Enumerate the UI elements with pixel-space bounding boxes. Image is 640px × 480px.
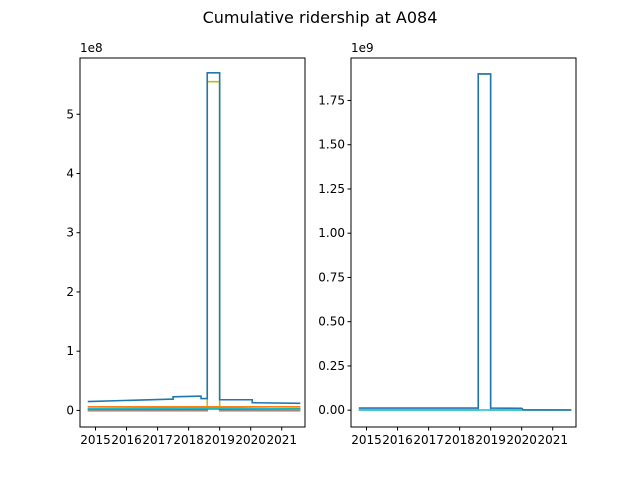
x-tick-label: 2018 [173,433,204,447]
series-line-0 [358,73,572,411]
x-tick-label: 2021 [266,433,297,447]
y-tick-label: 5 [66,107,74,121]
x-tick-label: 2018 [444,433,475,447]
series-line-5 [87,72,301,405]
x-tick-label: 2020 [235,433,266,447]
y-tick-label: 1.00 [318,226,345,240]
y-tick-label: 0.50 [318,315,345,329]
figure-title: Cumulative ridership at A084 [203,8,438,27]
x-tick-label: 2021 [537,433,568,447]
y-tick-label: 0.00 [318,403,345,417]
axis-offset-label: 1e8 [80,41,103,55]
left-chart: 0 1 2 3 4 5 2015 2016 2017 2018 2019 2020 2021 1e8 [66,41,306,447]
axes-frame [350,57,577,428]
y-tick-label: 0.75 [318,270,345,284]
y-tick-label: 0.25 [318,359,345,373]
x-tick-label: 2016 [382,433,413,447]
y-tick-label: 1.25 [318,182,345,196]
axes-frame [79,57,306,428]
series-line-0 [87,80,301,412]
x-tick-label: 2017 [142,433,173,447]
x-tick-label: 2019 [475,433,506,447]
x-tick-label: 2015 [351,433,382,447]
y-tick-label: 4 [66,166,74,180]
x-tick-label: 2019 [204,433,235,447]
x-tick-label: 2017 [413,433,444,447]
y-tick-label: 2 [66,285,74,299]
x-tick-label: 2016 [111,433,142,447]
series-line-2 [358,73,572,411]
y-tick-label: 1.50 [318,138,345,152]
y-tick-label: 0 [66,403,74,417]
axis-offset-label: 1e9 [351,41,374,55]
x-tick-label: 2015 [80,433,111,447]
y-tick-label: 1 [66,344,74,358]
y-tick-label: 1.75 [318,93,345,107]
series-line-3 [87,407,301,411]
right-chart: 0.00 0.25 0.50 0.75 1.00 1.25 1.50 1.75 2015 2016… [318,41,577,447]
y-tick-label: 3 [66,226,74,240]
x-tick-label: 2020 [506,433,537,447]
